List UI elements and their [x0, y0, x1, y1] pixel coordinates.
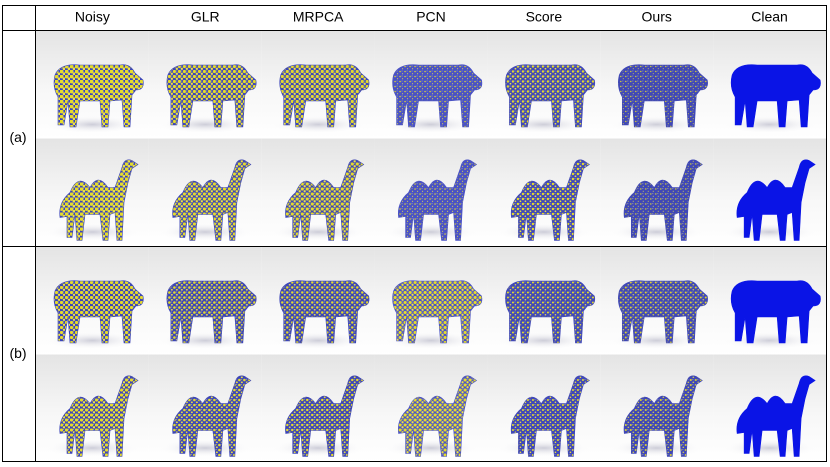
camel-render	[59, 159, 139, 241]
point-cloud	[285, 159, 365, 241]
object-shadow	[496, 439, 592, 457]
object-shadow	[157, 223, 253, 241]
point-cloud	[285, 375, 365, 457]
point-cloud	[392, 64, 483, 128]
cow-render	[730, 280, 821, 344]
column-header: MRPCA	[293, 9, 344, 25]
camel-render	[623, 375, 703, 457]
object-shadow	[722, 331, 817, 350]
point-cloud	[505, 280, 596, 344]
object-shadow	[383, 115, 479, 134]
cow-render	[618, 280, 708, 344]
point-cloud	[623, 159, 703, 241]
object-shadow	[496, 331, 592, 350]
outer-border	[2, 5, 827, 462]
table-frame	[2, 5, 827, 462]
row-label: (b)	[9, 345, 26, 361]
object-shadow	[45, 223, 140, 241]
point-cloud	[397, 375, 478, 457]
cow-render	[166, 64, 257, 128]
camel-render	[59, 375, 139, 457]
point-cloud	[59, 159, 139, 241]
point-cloud	[623, 375, 703, 457]
cow-render	[53, 280, 144, 344]
object-shadow	[157, 439, 253, 457]
camel-render	[510, 375, 590, 457]
point-cloud	[59, 375, 139, 457]
camel-render	[285, 159, 365, 241]
object-shadow	[45, 439, 140, 457]
point-cloud	[279, 280, 370, 344]
column-header: Score	[526, 9, 563, 25]
point-cloud	[279, 64, 370, 128]
object-shadow	[609, 331, 705, 350]
cow-render	[505, 64, 596, 128]
object-shadow	[270, 115, 366, 134]
point-cloud	[392, 280, 483, 344]
point-cloud	[736, 375, 816, 457]
cow-render	[505, 280, 596, 344]
object-shadow	[609, 223, 705, 241]
point-cloud	[172, 159, 252, 241]
point-cloud	[166, 64, 257, 128]
camel-render	[397, 159, 478, 241]
column-header: GLR	[191, 9, 220, 25]
image-grid	[36, 31, 826, 462]
object-shadow	[722, 115, 817, 134]
object-shadow	[157, 331, 253, 350]
point-cloud	[618, 280, 708, 344]
cow-render	[392, 280, 483, 344]
point-cloud	[53, 280, 144, 344]
object-shadow	[45, 331, 140, 350]
column-header: PCN	[416, 9, 446, 25]
column-header: Clean	[751, 9, 788, 25]
point-cloud	[730, 64, 821, 128]
object-shadow	[270, 223, 366, 241]
object-shadow	[496, 115, 592, 134]
camel-render	[285, 375, 365, 457]
point-cloud	[166, 280, 257, 344]
cow-render	[618, 64, 708, 128]
point-cloud	[510, 159, 590, 241]
object-shadow	[609, 115, 705, 134]
object-shadow	[383, 439, 479, 457]
column-header: Ours	[642, 9, 672, 25]
camel-render	[172, 159, 252, 241]
point-cloud	[510, 375, 590, 457]
object-shadow	[383, 223, 479, 241]
object-shadow	[722, 439, 817, 457]
camel-render	[397, 375, 478, 457]
point-cloud	[505, 64, 596, 128]
camel-render	[623, 159, 703, 241]
point-cloud	[172, 375, 252, 457]
object-shadow	[270, 439, 366, 457]
column-header: Noisy	[75, 9, 110, 25]
cow-render	[53, 64, 144, 128]
cow-render	[730, 64, 821, 128]
camel-render	[172, 375, 252, 457]
cow-render	[279, 64, 370, 128]
camel-render	[510, 159, 590, 241]
point-cloud	[730, 280, 821, 344]
point-cloud	[736, 159, 816, 241]
object-shadow	[270, 331, 366, 350]
cow-render	[392, 64, 483, 128]
camel-render	[736, 375, 816, 457]
object-shadow	[722, 223, 817, 241]
point-cloud	[618, 64, 708, 128]
object-shadow	[609, 439, 705, 457]
cow-render	[279, 280, 370, 344]
object-shadow	[157, 115, 253, 134]
object-shadow	[496, 223, 592, 241]
camel-render	[736, 159, 816, 241]
cow-render	[166, 280, 257, 344]
object-shadow	[45, 115, 140, 134]
object-shadow	[383, 331, 479, 350]
row-label: (a)	[9, 129, 26, 145]
point-cloud	[53, 64, 144, 128]
point-cloud	[397, 159, 478, 241]
